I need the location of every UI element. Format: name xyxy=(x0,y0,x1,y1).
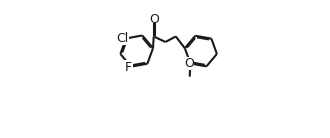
Text: O: O xyxy=(149,13,159,26)
Text: O: O xyxy=(184,57,194,70)
Text: Cl: Cl xyxy=(116,32,129,45)
Text: F: F xyxy=(125,61,132,74)
